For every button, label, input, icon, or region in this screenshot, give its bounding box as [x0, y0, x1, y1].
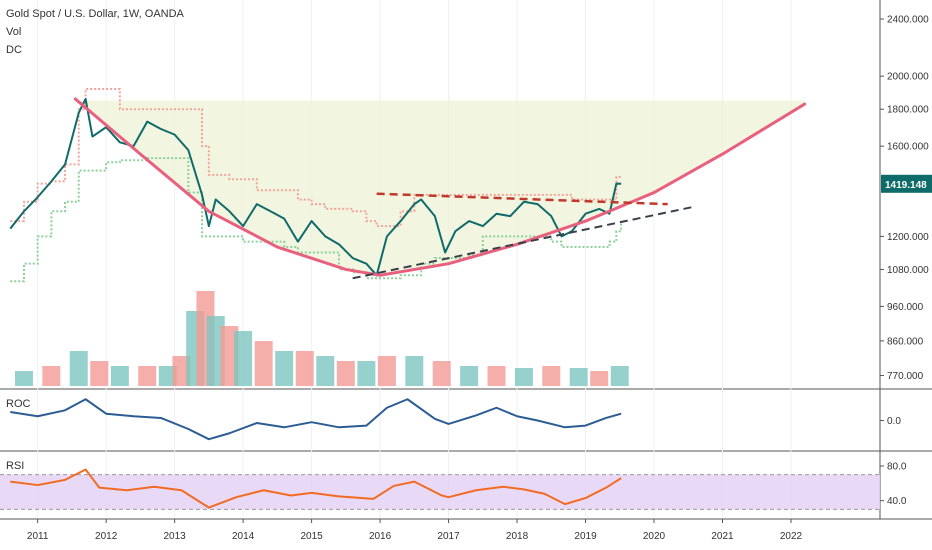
volume-bar [405, 356, 424, 386]
time-tick-label: 2014 [232, 531, 255, 542]
price-tick-label: 1800.000 [887, 105, 929, 116]
volume-bar [316, 356, 335, 386]
volume-bar [432, 361, 451, 386]
volume-bar [42, 366, 61, 386]
vol-indicator-label: Vol [6, 26, 22, 38]
volume-bar [110, 366, 129, 386]
volume-bar [90, 361, 109, 386]
volume-bar [254, 341, 273, 386]
volume-bar [220, 326, 239, 386]
cup-highlight-zone [75, 98, 805, 276]
volume-bar [14, 371, 33, 386]
current-price-badge [881, 174, 932, 193]
volume-bar [542, 366, 561, 386]
volume-bar [357, 361, 376, 386]
volume-bar [460, 366, 479, 386]
volume-bar [234, 331, 253, 386]
time-tick-label: 2022 [780, 531, 803, 542]
time-tick-label: 2012 [95, 531, 118, 542]
donchian-upper-band [10, 87, 622, 228]
time-tick-label: 2017 [437, 531, 460, 542]
volume-bar [514, 368, 533, 386]
volume-bar [336, 361, 355, 386]
volume-bar [275, 351, 294, 386]
price-tick-label: 770.000 [887, 371, 924, 382]
price-tick-label: 1200.000 [887, 232, 929, 243]
dc-indicator-label: DC [6, 44, 22, 56]
volume-bar [69, 351, 88, 386]
volume-bar [590, 371, 609, 386]
volume-bar [158, 366, 177, 386]
time-tick-label: 2011 [27, 531, 49, 542]
volume-bar [487, 366, 506, 386]
roc-line [10, 398, 622, 441]
volume-bar [569, 368, 588, 386]
volume-bar [206, 316, 225, 386]
volume-bar [610, 366, 629, 386]
rsi-tick-label: 80.0 [887, 462, 907, 473]
current-price-label: 1419.148 [885, 180, 927, 191]
cup-pattern-curve [73, 97, 807, 277]
roc-panel-label: ROC [6, 398, 31, 410]
volume-bar [138, 366, 157, 386]
price-tick-label: 960.000 [887, 302, 924, 313]
volume-bar [377, 356, 396, 386]
time-tick-label: 2016 [369, 531, 392, 542]
rsi-tick-label: 40.0 [887, 496, 907, 507]
time-tick-label: 2021 [711, 531, 734, 542]
volume-bar [295, 351, 314, 386]
time-tick-label: 2015 [300, 531, 323, 542]
time-tick-label: 2020 [643, 531, 666, 542]
rsi-line [10, 468, 622, 509]
rsi-band [0, 474, 880, 510]
support-trendline [352, 205, 696, 280]
rsi-panel-label: RSI [6, 460, 24, 472]
time-tick-label: 2018 [506, 531, 529, 542]
gold-price-line [9, 97, 622, 277]
price-tick-label: 1600.000 [887, 142, 929, 153]
symbol-title: Gold Spot / U.S. Dollar, 1W, OANDA [6, 8, 184, 20]
price-tick-label: 2400.000 [887, 15, 929, 26]
roc-tick-label: 0.0 [887, 416, 901, 427]
time-tick-label: 2013 [164, 531, 187, 542]
time-tick-label: 2019 [574, 531, 597, 542]
volume-bar [172, 356, 191, 386]
resistance-trendline [376, 192, 668, 206]
price-tick-label: 1080.000 [887, 265, 929, 276]
price-tick-label: 2000.000 [887, 72, 929, 83]
price-tick-label: 860.000 [887, 336, 924, 347]
